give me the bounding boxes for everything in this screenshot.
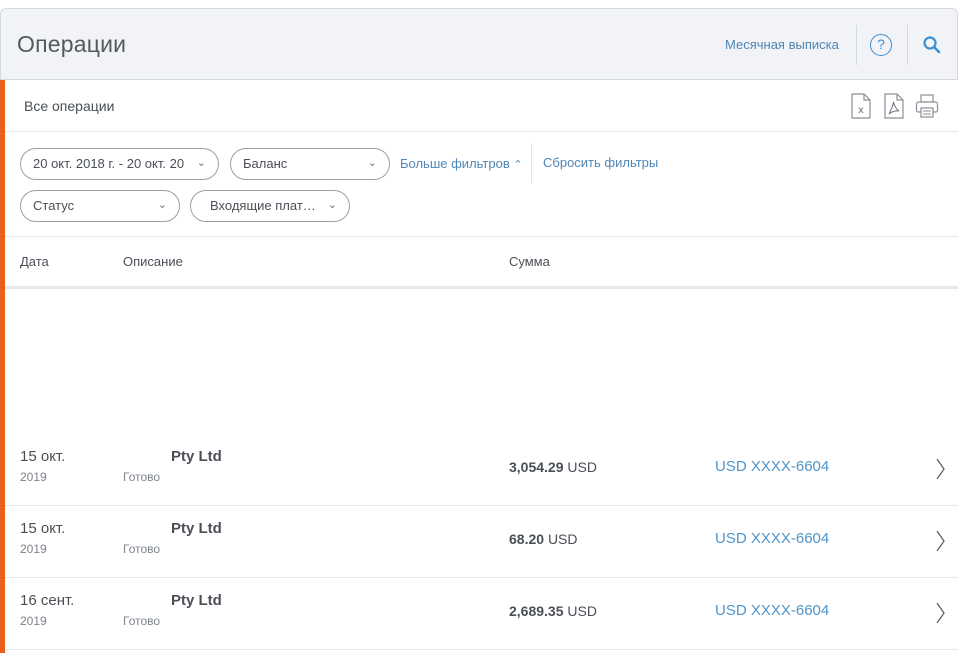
filters-divider <box>531 143 532 183</box>
chevron-down-icon: ⌄ <box>327 199 337 211</box>
amount-currency: USD <box>547 531 578 547</box>
print-icon[interactable] <box>915 93 939 119</box>
row-description: Pty Ltd <box>171 448 222 465</box>
svg-text:x: x <box>858 105 864 116</box>
search-icon[interactable] <box>922 35 942 55</box>
balance-filter[interactable]: Баланс ⌄ <box>230 148 390 180</box>
more-filters-link[interactable]: Больше фильтров ⌃ <box>400 156 523 171</box>
row-amount: 3,054.29 USD <box>509 459 597 475</box>
row-date: 15 окт. <box>20 520 66 537</box>
column-description[interactable]: Описание <box>123 254 183 269</box>
date-range-value: 20 окт. 2018 г. - 20 окт. 20 <box>33 156 185 171</box>
table-header: Дата Описание Сумма <box>5 237 958 289</box>
chevron-right-icon[interactable] <box>934 528 946 554</box>
monthly-statement-link[interactable]: Месячная выписка <box>725 37 839 52</box>
header-divider <box>856 25 857 65</box>
row-year: 2019 <box>20 542 47 556</box>
row-date: 15 окт. <box>20 448 66 465</box>
excel-export-icon[interactable]: x <box>850 93 872 119</box>
row-amount: 2,689.35 USD <box>509 603 597 619</box>
header-divider <box>907 25 908 65</box>
balance-value: Баланс <box>243 156 288 171</box>
amount-value: 2,689.35 <box>509 603 564 619</box>
direction-filter[interactable]: Входящие плат… ⌄ <box>190 190 350 222</box>
amount-value: 3,054.29 <box>509 459 564 475</box>
row-status: Готово <box>123 614 161 628</box>
page-title: Операции <box>17 31 127 57</box>
amount-currency: USD <box>567 459 597 475</box>
row-amount: 68.20 USD <box>509 531 578 547</box>
amount-value: 68.20 <box>509 531 545 547</box>
accent-bar <box>0 80 5 653</box>
column-amount[interactable]: Сумма <box>509 254 550 269</box>
chevron-down-icon: ⌄ <box>157 199 167 211</box>
status-value: Статус <box>33 198 75 213</box>
row-year: 2019 <box>20 614 47 628</box>
chevron-up-icon: ⌃ <box>513 159 523 171</box>
row-date: 16 сент. <box>20 592 75 609</box>
reset-filters-link[interactable]: Сбросить фильтры <box>543 155 659 170</box>
row-account-link[interactable]: USD XXXX-6604 <box>715 530 830 547</box>
table-row[interactable]: 15 окт. 2019 Pty Ltd Готово 68.20 USD US… <box>5 506 958 578</box>
chevron-down-icon: ⌄ <box>196 157 206 169</box>
filters-panel: 20 окт. 2018 г. - 20 окт. 20 ⌄ Баланс ⌄ … <box>5 133 958 237</box>
chevron-down-icon: ⌄ <box>367 157 377 169</box>
row-account-link[interactable]: USD XXXX-6604 <box>715 602 830 619</box>
row-account-link[interactable]: USD XXXX-6604 <box>715 458 830 475</box>
section-bar: Все операции x <box>5 80 958 132</box>
date-range-filter[interactable]: 20 окт. 2018 г. - 20 окт. 20 ⌄ <box>20 148 219 180</box>
row-description: Pty Ltd <box>171 520 222 537</box>
table-row[interactable]: 16 сент. 2019 Pty Ltd Готово 2,689.35 US… <box>5 578 958 650</box>
more-filters-label: Больше фильтров <box>400 156 510 171</box>
row-description: Pty Ltd <box>171 592 222 609</box>
row-year: 2019 <box>20 470 47 484</box>
row-status: Готово <box>123 542 161 556</box>
row-status: Готово <box>123 470 161 484</box>
page-header: Операции Месячная выписка ? <box>0 8 958 80</box>
amount-currency: USD <box>567 603 597 619</box>
column-date[interactable]: Дата <box>20 254 49 269</box>
chevron-right-icon[interactable] <box>934 456 946 482</box>
status-filter[interactable]: Статус ⌄ <box>20 190 180 222</box>
section-title: Все операции <box>24 98 115 114</box>
chevron-right-icon[interactable] <box>934 600 946 626</box>
pdf-export-icon[interactable] <box>883 93 905 119</box>
direction-value: Входящие плат… <box>210 198 316 213</box>
table-row[interactable]: 15 окт. 2019 Pty Ltd Готово 3,054.29 USD… <box>5 434 958 506</box>
help-icon[interactable]: ? <box>870 34 892 56</box>
